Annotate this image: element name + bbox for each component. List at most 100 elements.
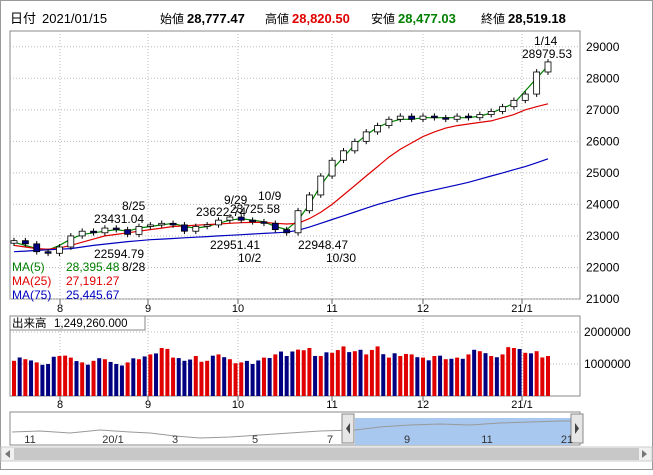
legend-ma5-value: 28,395.48 xyxy=(66,260,120,274)
volume-bar xyxy=(74,361,79,396)
candle-body xyxy=(430,115,438,119)
date-label: 日付 xyxy=(10,11,36,26)
annotation-date: 8/25 xyxy=(122,199,146,213)
volume-bar xyxy=(159,348,164,396)
candle-body xyxy=(442,117,450,120)
candle-body xyxy=(283,229,291,234)
annotation-date: 1/14 xyxy=(534,34,558,48)
navigator-axis: 11 20/1 3 5 7 9 11 21 xyxy=(24,434,573,446)
month-tick-label: 11 xyxy=(326,399,337,411)
navigator-tick-label: 11 xyxy=(481,434,492,446)
candle-body xyxy=(362,131,370,142)
volume-bar xyxy=(222,357,227,396)
price-tick-label: 29000 xyxy=(586,40,620,54)
candle-body xyxy=(135,226,143,235)
month-axis-top: 8 9 10 11 12 21/1 xyxy=(57,299,533,315)
volume-bar xyxy=(409,354,414,396)
price-tick-label: 27000 xyxy=(586,103,620,117)
volume-bar xyxy=(466,354,471,396)
month-tick-label: 10 xyxy=(232,399,244,411)
volume-bar xyxy=(364,354,369,396)
volume-bar xyxy=(17,357,22,396)
annotation-value: 22948.47 xyxy=(298,238,348,252)
candle-body xyxy=(351,140,359,152)
month-tick-label: 10 xyxy=(232,303,244,315)
month-tick-label: 12 xyxy=(417,399,429,411)
candle-body xyxy=(260,221,268,224)
volume-bar xyxy=(330,352,335,396)
volume-bar xyxy=(403,353,408,396)
candle-body xyxy=(453,115,461,120)
volume-bar xyxy=(136,359,141,396)
horizontal-scrollbar[interactable] xyxy=(0,446,653,462)
annotation-date: 8/28 xyxy=(122,260,146,274)
range-navigator[interactable]: 11 20/1 3 5 7 9 11 21 xyxy=(9,411,584,446)
volume-bars xyxy=(12,346,550,396)
navigator-tick-label: 7 xyxy=(327,434,333,446)
candle-body xyxy=(33,243,41,253)
scrollbar-thumb[interactable] xyxy=(14,448,639,460)
volume-bar xyxy=(165,348,170,396)
candle-body xyxy=(249,219,256,223)
high-value: 28,820.50 xyxy=(292,11,350,26)
volume-bar xyxy=(540,357,545,396)
volume-bar xyxy=(91,360,96,396)
volume-bar xyxy=(460,358,465,396)
volume-bar xyxy=(324,352,329,396)
volume-bar xyxy=(290,351,295,396)
volume-bar xyxy=(284,356,289,396)
volume-bar xyxy=(256,360,261,396)
volume-bar xyxy=(46,364,51,396)
candle-body xyxy=(158,222,166,226)
volume-bar xyxy=(528,353,533,396)
candle-body xyxy=(146,224,154,227)
candle-body xyxy=(544,61,552,73)
volume-bar xyxy=(386,357,391,396)
chevron-left-icon xyxy=(346,423,350,434)
volume-bar xyxy=(421,357,426,396)
volume-bar xyxy=(438,355,443,396)
volume-bar xyxy=(511,348,516,396)
annotation-value: 22594.79 xyxy=(94,247,144,261)
annotation-value: 23431.04 xyxy=(94,212,144,226)
arrow-left-icon xyxy=(5,450,10,458)
volume-bar xyxy=(307,348,312,396)
volume-bar xyxy=(148,354,153,396)
volume-bar xyxy=(57,356,62,396)
volume-bar xyxy=(131,358,136,396)
candle-body xyxy=(521,93,529,101)
volume-bar xyxy=(102,359,107,396)
volume-bar xyxy=(534,351,539,396)
candle-body xyxy=(78,230,86,237)
legend-ma75-value: 25,445.67 xyxy=(66,288,120,302)
navigator-selected-range[interactable] xyxy=(355,418,571,445)
navigator-tick-label: 21 xyxy=(561,434,573,446)
annotation-date: 9/29 xyxy=(224,193,248,207)
annotation-value: 23725.58 xyxy=(230,202,280,216)
price-tick-label: 28000 xyxy=(586,71,620,85)
low-label: 安値 xyxy=(371,11,395,26)
volume-bar xyxy=(381,354,386,396)
candle-body xyxy=(101,227,109,234)
volume-bar xyxy=(392,353,397,396)
candle-body xyxy=(271,222,279,231)
ma-line-1 xyxy=(13,103,549,250)
volume-bar xyxy=(199,361,204,396)
month-tick-label: 11 xyxy=(326,303,337,315)
candle-body xyxy=(124,229,132,235)
candle-body xyxy=(294,210,302,234)
volume-bar xyxy=(233,363,238,396)
month-tick-label: 21/1 xyxy=(511,303,532,315)
volume-bar xyxy=(210,355,215,396)
volume-tick-label: 2000000 xyxy=(584,325,631,339)
volume-bar xyxy=(97,358,102,396)
volume-axis: 2000000 1000000 xyxy=(584,325,631,371)
open-value: 28,777.47 xyxy=(187,11,245,26)
volume-bar xyxy=(494,357,499,396)
navigator-tick-label: 20/1 xyxy=(102,434,123,446)
close-value: 28,519.18 xyxy=(508,11,566,26)
candle-body xyxy=(44,251,52,254)
volume-bar xyxy=(193,356,198,396)
volume-bar xyxy=(114,364,119,396)
